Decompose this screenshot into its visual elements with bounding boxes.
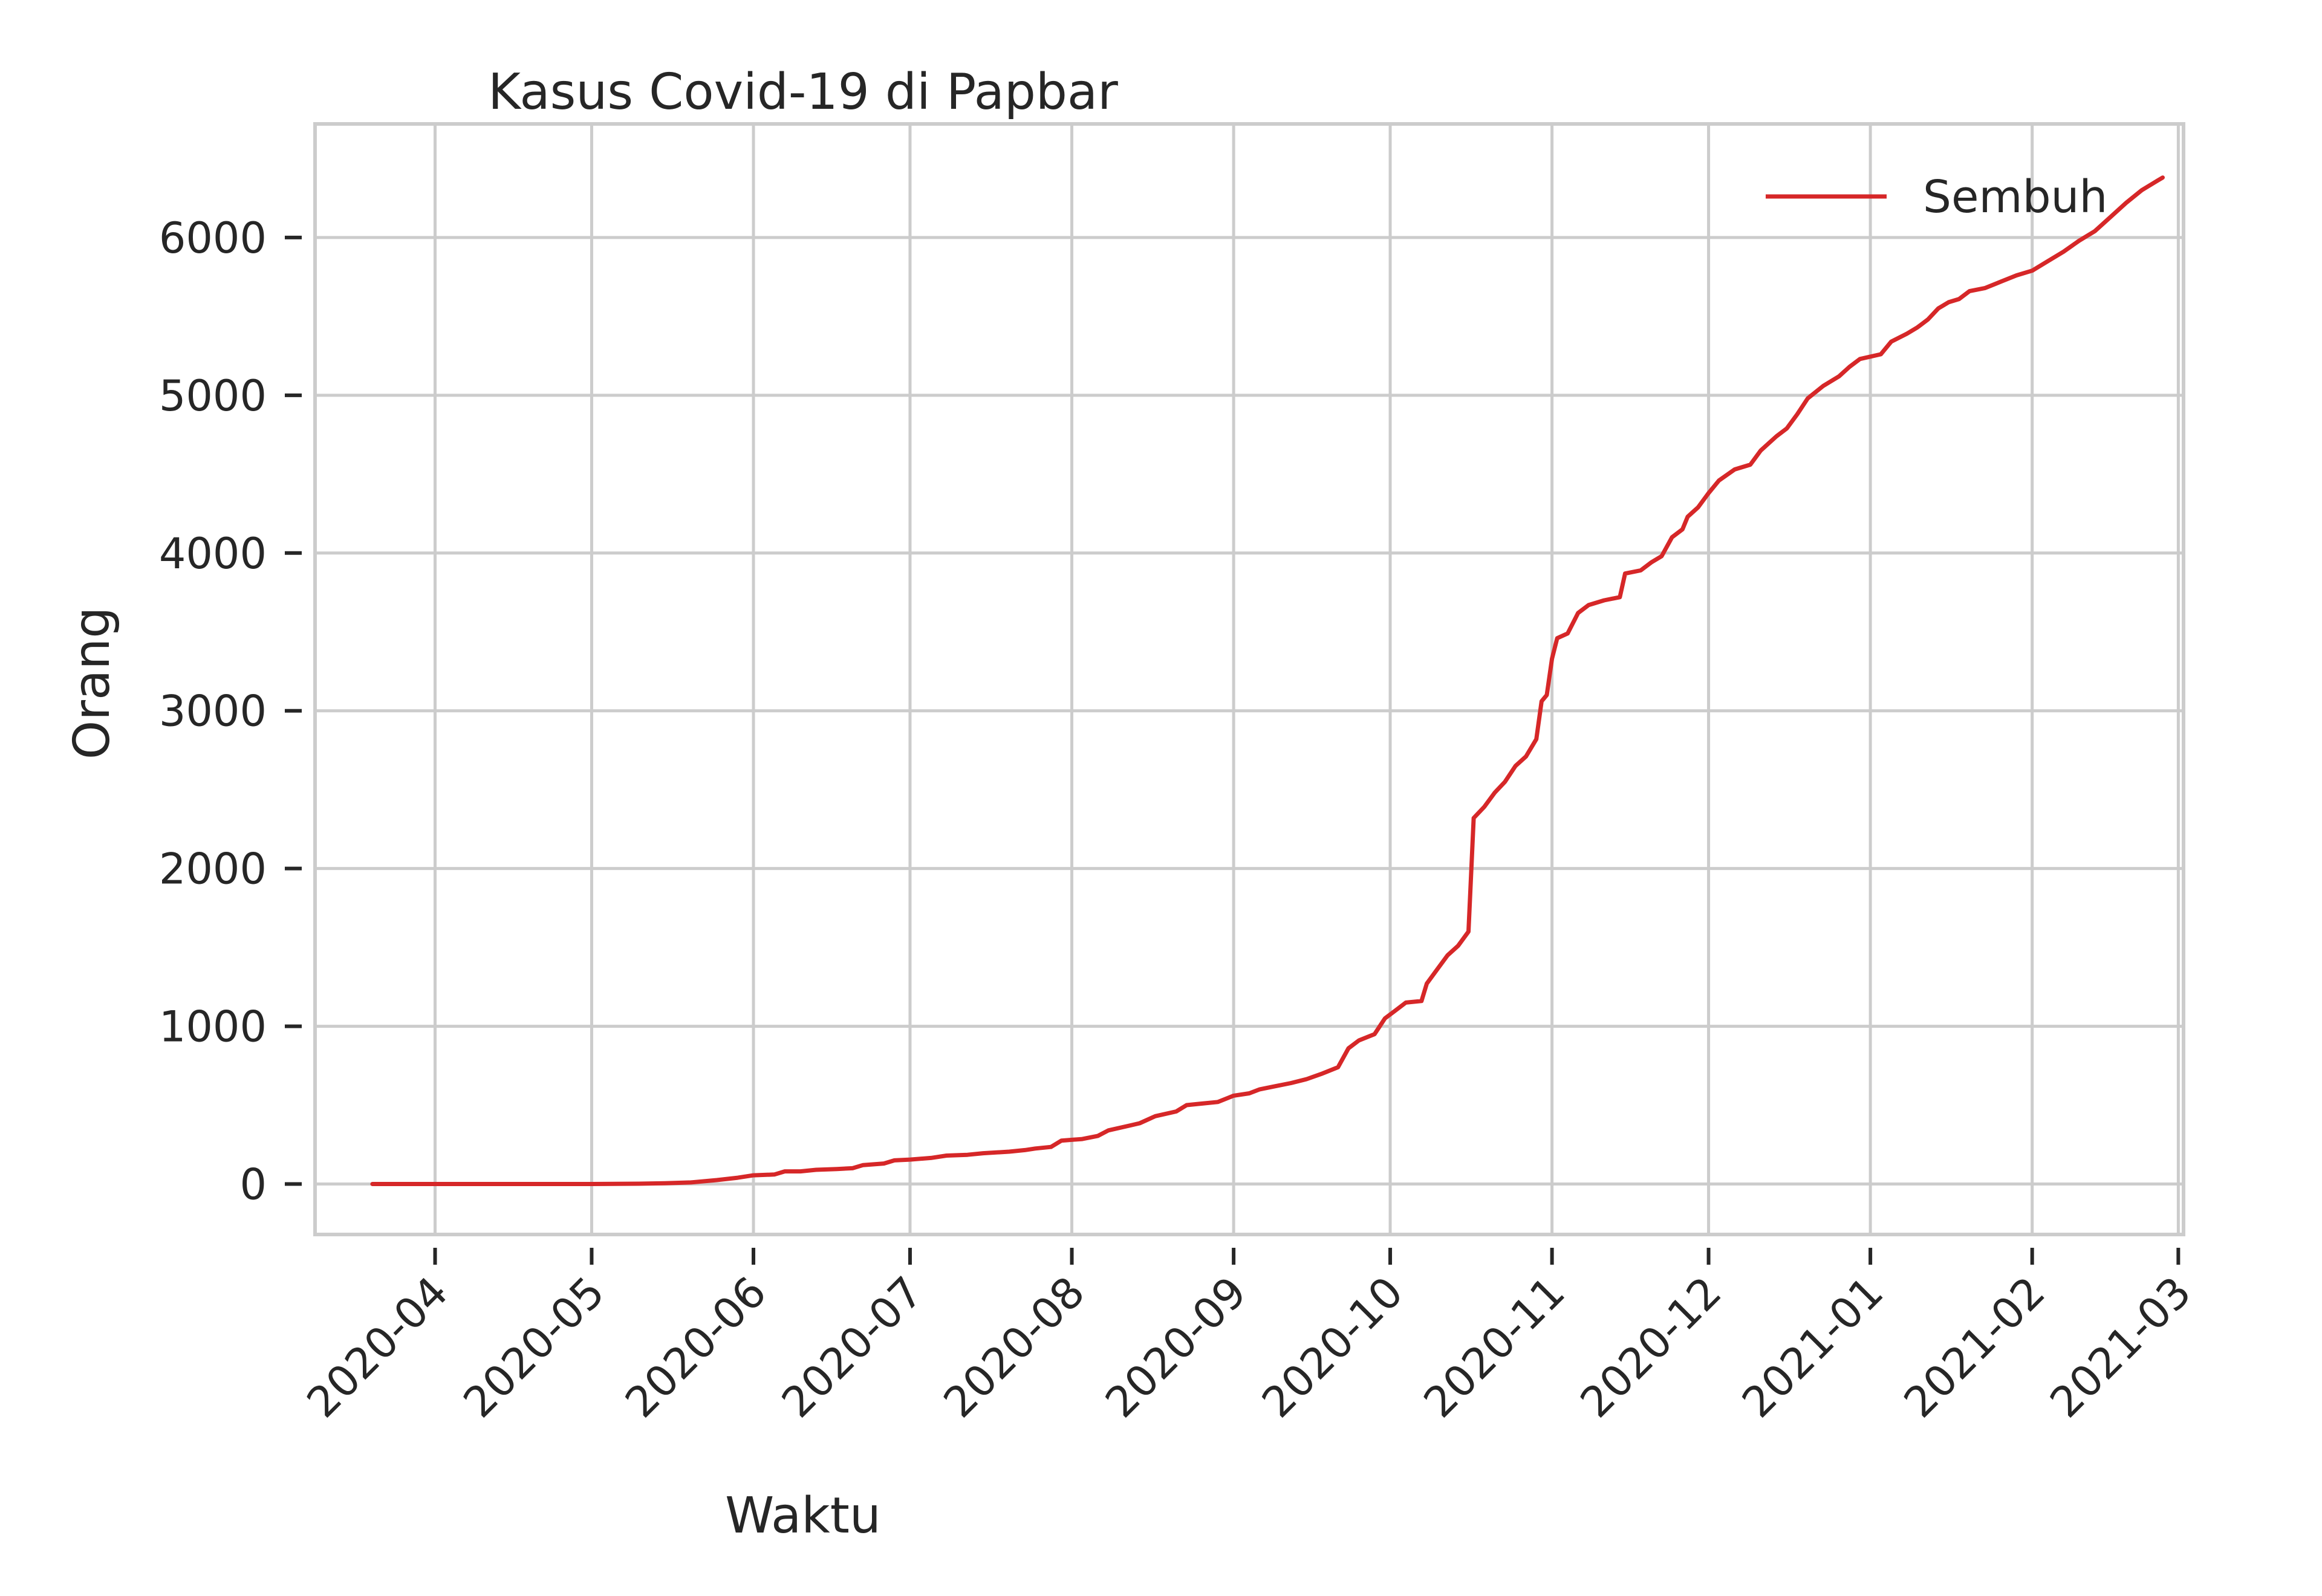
series-line-sembuh: [370, 175, 2165, 1186]
chart-title: Kasus Covid-19 di Papbar: [488, 63, 1118, 121]
x-tick-label: 2020-12: [1571, 1267, 1731, 1427]
legend: Sembuh: [1766, 171, 2107, 223]
y-tick-label: 5000: [159, 371, 267, 421]
x-tick-label: 2020-05: [454, 1267, 614, 1427]
x-grid-lines: [434, 124, 2180, 1234]
y-tick-label: 1000: [159, 1002, 267, 1052]
x-tick-label: 2021-01: [1732, 1267, 1893, 1427]
x-tick-label: 2020-06: [616, 1267, 776, 1427]
x-tick-label: 2020-07: [772, 1267, 932, 1427]
y-tick-label: 6000: [159, 213, 267, 263]
y-grid-lines: [315, 236, 2184, 1186]
x-tick-label: 2021-03: [2041, 1267, 2201, 1427]
y-tick-label: 0: [239, 1160, 267, 1210]
y-tick-label: 2000: [159, 845, 267, 894]
y-axis-label: Orang: [63, 607, 121, 760]
legend-label: Sembuh: [1923, 171, 2107, 223]
x-tick-label: 2020-09: [1096, 1267, 1256, 1427]
series-layer: [370, 175, 2165, 1186]
plot-frame: [313, 122, 2185, 1236]
x-tick-label: 2021-02: [1894, 1267, 2055, 1427]
x-axis-label: Waktu: [725, 1487, 881, 1545]
x-tick-label: 2020-10: [1252, 1267, 1413, 1427]
y-tick-label: 4000: [159, 529, 267, 579]
y-tick-label: 3000: [159, 687, 267, 736]
x-tick-label: 2020-11: [1414, 1267, 1575, 1427]
y-axis-ticks: 0 1000 2000 3000 4000 5000 6000: [159, 213, 302, 1210]
x-tick-label: 2020-08: [934, 1267, 1094, 1427]
x-tick-label: 2020-04: [298, 1267, 458, 1427]
